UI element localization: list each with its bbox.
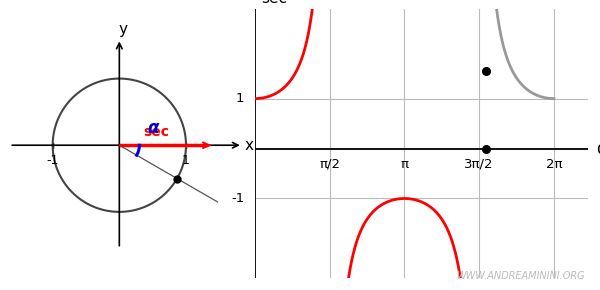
Text: -1: -1 (46, 154, 59, 167)
Text: -1: -1 (231, 192, 245, 205)
Text: π: π (400, 157, 409, 171)
Text: 2π: 2π (545, 157, 562, 171)
Text: 1: 1 (236, 92, 245, 105)
Text: sec: sec (143, 125, 169, 139)
Text: y: y (118, 22, 127, 37)
Text: sec: sec (261, 0, 287, 6)
Text: π/2: π/2 (319, 157, 340, 171)
Text: 3π/2: 3π/2 (464, 157, 494, 171)
Text: α: α (596, 139, 600, 157)
Text: α: α (148, 119, 159, 137)
Text: WWW.ANDREAMININI.ORG: WWW.ANDREAMININI.ORG (457, 271, 585, 281)
Text: x: x (245, 138, 254, 153)
Text: 1: 1 (182, 154, 190, 167)
